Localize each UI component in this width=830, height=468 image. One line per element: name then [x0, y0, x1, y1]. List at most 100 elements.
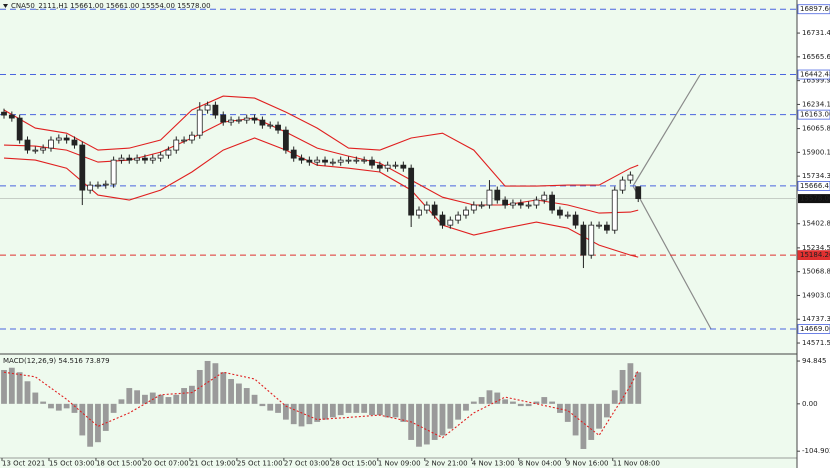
candle-body: [557, 209, 563, 216]
macd-bar: [580, 403, 587, 449]
candle-body: [502, 199, 509, 206]
macd-bar: [251, 394, 258, 404]
candle-body: [282, 129, 289, 151]
x-tick-label: 18 Oct 15:00: [96, 460, 142, 468]
candle-body: [478, 204, 485, 207]
macd-bar: [8, 367, 15, 404]
macd-bar: [134, 390, 141, 404]
level-label-box: [797, 109, 830, 120]
macd-bar: [40, 401, 47, 404]
macd-bar: [400, 403, 407, 422]
level-label-box: [797, 250, 830, 260]
candle-body: [134, 157, 141, 161]
candle-body: [173, 139, 180, 151]
candle-body: [376, 164, 383, 169]
y-tick-label: 94.845: [802, 357, 827, 365]
macd-bar: [48, 403, 54, 409]
candle-body: [1, 111, 7, 116]
candle-body: [71, 139, 78, 146]
candle-body: [48, 139, 54, 149]
collapse-marker: [3, 4, 8, 8]
macd-bar: [16, 372, 23, 404]
macd-bar: [24, 381, 31, 404]
candle-body: [510, 202, 516, 206]
macd-bar: [502, 399, 509, 404]
candle-body: [447, 219, 454, 226]
macd-bar: [423, 403, 430, 445]
candle-body: [126, 157, 133, 161]
macd-bar: [220, 372, 227, 404]
candle-body: [142, 157, 148, 161]
x-tick-label: 27 Oct 03:00: [284, 460, 330, 468]
macd-bar: [95, 403, 101, 443]
macd-bar: [259, 403, 266, 407]
x-tick-label: 11 Nov 08:00: [613, 460, 660, 468]
macd-bar: [447, 403, 454, 429]
candle-body: [580, 224, 587, 256]
macd-bar: [87, 403, 94, 447]
level-label: 14669.06: [800, 325, 830, 333]
macd-bar: [314, 403, 321, 422]
y-tick-label: -104.903: [802, 447, 830, 455]
macd-bar: [204, 360, 211, 404]
candle-body: [627, 174, 634, 181]
y-tick-label: 14737.30: [802, 315, 830, 323]
macd-bar: [110, 403, 117, 413]
y-tick-label: 16731.40: [802, 29, 830, 37]
candle-body: [290, 149, 297, 159]
macd-bar: [306, 403, 313, 425]
candle-body: [470, 204, 477, 211]
macd-bar: [142, 394, 148, 404]
macd-bar: [470, 401, 477, 404]
macd-bar: [165, 397, 172, 404]
candle-body: [369, 159, 375, 166]
macd-bar: [236, 383, 242, 404]
macd-bar: [118, 399, 125, 404]
macd-bar: [619, 369, 626, 404]
candle-body: [541, 194, 548, 201]
macd-bar: [290, 403, 297, 425]
macd-bar: [329, 403, 336, 418]
x-tick-label: 28 Oct 15:00: [331, 460, 377, 468]
plot-background: [0, 0, 797, 468]
macd-bar: [635, 372, 642, 404]
macd-bar: [533, 401, 540, 404]
macd-bar: [196, 369, 203, 404]
candle-body: [259, 119, 266, 126]
level-label-box: [797, 181, 830, 191]
band-line: [3, 137, 639, 258]
candle-body: [423, 204, 430, 211]
level-label: 15666.41: [800, 182, 830, 190]
candle-body: [8, 114, 15, 119]
macd-bar: [63, 403, 70, 409]
candle-body: [251, 117, 258, 121]
candle-body: [463, 209, 469, 216]
macd-bar: [212, 363, 219, 404]
macd-bar: [337, 403, 344, 416]
candle-body: [165, 149, 172, 156]
candle-body: [181, 139, 187, 142]
macd-bar: [463, 403, 469, 411]
candle-body: [110, 159, 117, 185]
candle-body: [486, 189, 493, 206]
candle-body: [189, 134, 195, 141]
macd-bar: [282, 403, 289, 420]
macd-bar: [494, 392, 501, 404]
candle-body: [337, 159, 344, 163]
x-tick-label: 4 Nov 13:00: [472, 460, 515, 468]
y-tick-label: 16565.65: [802, 53, 830, 61]
candle-body: [24, 139, 31, 151]
x-tick-label: 2 Nov 21:00: [425, 460, 468, 468]
macd-bar: [557, 403, 563, 413]
level-label: 16897.60: [800, 5, 830, 13]
macd-bar: [102, 403, 109, 431]
y-tick-label: 14903.05: [802, 291, 830, 299]
macd-bar: [267, 403, 274, 411]
y-tick-label: 14571.55: [802, 339, 830, 347]
x-tick-label: 25 Oct 11:00: [237, 460, 283, 468]
candle-body: [455, 214, 462, 221]
macd-bar: [627, 363, 634, 404]
chart-title: CNA50_2111,H1 15661.00 15661.00 15554.00…: [11, 2, 211, 10]
macd-bar: [126, 388, 133, 404]
macd-bar: [157, 394, 164, 404]
